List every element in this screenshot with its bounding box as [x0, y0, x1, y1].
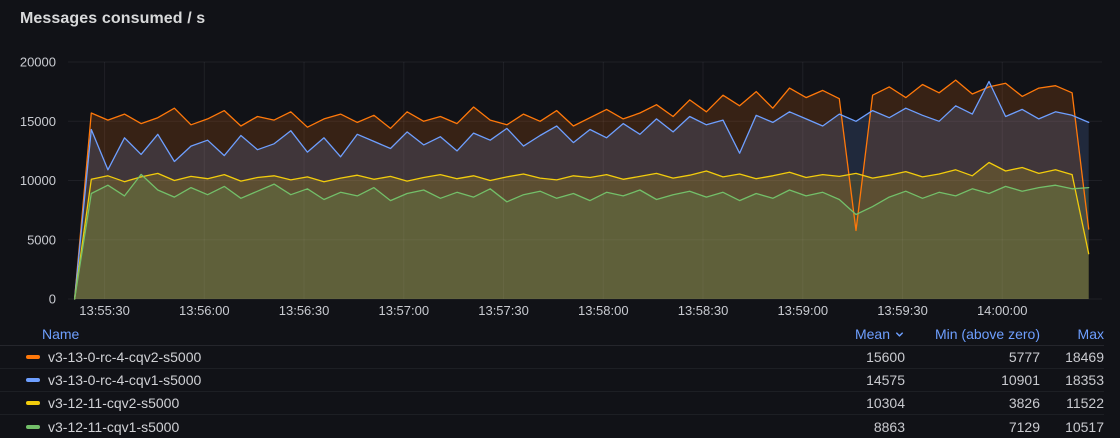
chart-area: 0 5000 10000 15000 20000 13:55:30 13:56:00 13:5…: [0, 38, 1120, 322]
series-line: [73, 173, 1090, 300]
series-color-swatch[interactable]: [26, 401, 40, 405]
series-line: [73, 161, 1090, 300]
series-mean: 14575: [866, 372, 905, 388]
x-tick-label: 13:57:00: [378, 303, 429, 318]
y-tick-label: 5000: [27, 232, 56, 247]
y-tick-label: 10000: [20, 173, 56, 188]
y-tick-label: 20000: [20, 55, 56, 70]
series-name[interactable]: v3-13-0-rc-4-cqv2-s5000: [48, 349, 202, 365]
series-min: 7129: [1008, 418, 1040, 435]
series-name[interactable]: v3-12-11-cqv1-s5000: [48, 418, 180, 435]
legend-header-row: Name Mean Min (above zero) Max: [0, 322, 1104, 346]
series-fill: [74, 80, 1089, 299]
legend-table: Name Mean Min (above zero) Max v3-13-0-r…: [0, 322, 1120, 438]
x-tick-label: 13:55:30: [79, 303, 130, 318]
column-header-name[interactable]: Name: [0, 326, 785, 342]
series-color-swatch[interactable]: [26, 378, 40, 382]
series-mean: 15600: [866, 349, 905, 365]
series-line: [73, 80, 1090, 300]
panel-title[interactable]: Messages consumed / s: [20, 10, 206, 27]
x-tick-label: 13:58:30: [678, 303, 729, 318]
column-header-min-label: Min (above zero): [934, 325, 1040, 342]
x-tick-label: 13:59:30: [877, 303, 928, 318]
column-header-max[interactable]: Max: [1040, 326, 1104, 342]
table-row: v3-12-11-cqv2-s5000 10304 3826 11522: [0, 392, 1104, 415]
series-min: 5777: [1008, 349, 1040, 365]
series-color-swatch[interactable]: [26, 355, 40, 359]
table-row: v3-13-0-rc-4-cqv1-s5000 14575 10901 1835…: [0, 369, 1104, 392]
column-header-name-label: Name: [42, 325, 80, 342]
series-fill: [74, 162, 1089, 299]
series-fill: [74, 174, 1089, 299]
series-min: 3826: [1008, 395, 1040, 411]
sort-desc-icon: [896, 332, 903, 337]
series-name[interactable]: v3-12-11-cqv2-s5000: [48, 395, 180, 411]
x-tick-label: 13:58:00: [578, 303, 629, 318]
series-name[interactable]: v3-13-0-rc-4-cqv1-s5000: [48, 372, 202, 388]
column-header-mean-label: Mean: [854, 325, 890, 342]
column-header-max-label: Max: [1077, 325, 1104, 342]
x-tick-label: 14:00:00: [977, 303, 1028, 318]
series-line: [73, 79, 1090, 300]
x-tick-label: 13:56:00: [179, 303, 230, 318]
series-max: 18353: [1065, 372, 1104, 388]
series-max: 10517: [1065, 418, 1104, 435]
series-min: 10901: [1001, 372, 1040, 388]
x-tick-label: 13:56:30: [279, 303, 330, 318]
series-mean: 8863: [873, 418, 905, 435]
series-fill: [74, 81, 1089, 299]
y-tick-label: 15000: [20, 114, 56, 129]
series-color-swatch[interactable]: [26, 424, 40, 429]
column-header-mean[interactable]: Mean: [785, 326, 905, 342]
y-tick-label: 0: [49, 292, 56, 307]
panel-header: Messages consumed / s: [0, 0, 1120, 38]
x-tick-label: 13:57:30: [478, 303, 529, 318]
table-row: v3-13-0-rc-4-cqv2-s5000 15600 5777 18469: [0, 346, 1104, 369]
timeseries-chart[interactable]: 0 5000 10000 15000 20000 13:55:30 13:56:00 13:5…: [0, 38, 1120, 322]
table-row: v3-12-11-cqv1-s5000 8863 7129 10517: [0, 415, 1104, 438]
series-max: 18469: [1065, 349, 1104, 365]
series-max: 11522: [1066, 395, 1104, 411]
series-mean: 10304: [866, 395, 905, 411]
x-tick-label: 13:59:00: [777, 303, 828, 318]
column-header-min[interactable]: Min (above zero): [905, 326, 1040, 342]
